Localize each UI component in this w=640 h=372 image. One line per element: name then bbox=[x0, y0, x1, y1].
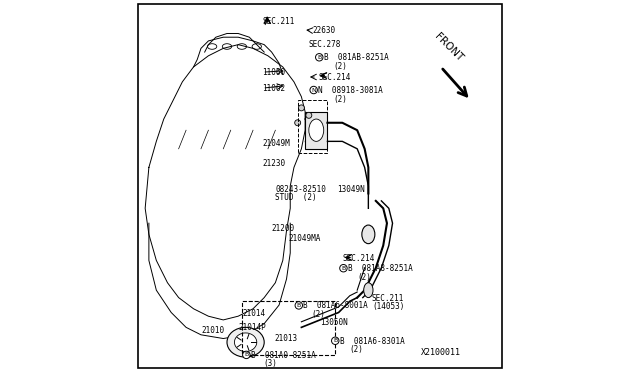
Circle shape bbox=[332, 337, 339, 344]
Text: 21014P: 21014P bbox=[238, 323, 266, 332]
Bar bbox=[298, 100, 328, 153]
Bar bbox=[242, 301, 335, 355]
Text: 21010: 21010 bbox=[202, 326, 225, 335]
Text: 21014: 21014 bbox=[243, 309, 266, 318]
Text: 21049M: 21049M bbox=[262, 140, 290, 148]
Text: 11062: 11062 bbox=[262, 84, 285, 93]
Text: (2): (2) bbox=[357, 273, 371, 282]
Text: B: B bbox=[341, 266, 346, 271]
Text: (2): (2) bbox=[333, 95, 347, 104]
Text: B: B bbox=[297, 303, 301, 308]
Text: B  081AB-8251A: B 081AB-8251A bbox=[324, 53, 388, 62]
Text: SEC.214: SEC.214 bbox=[342, 254, 374, 263]
Text: B: B bbox=[333, 338, 337, 343]
Ellipse shape bbox=[309, 119, 324, 141]
Text: B: B bbox=[244, 352, 248, 357]
Text: SEC.211: SEC.211 bbox=[262, 17, 294, 26]
Circle shape bbox=[306, 112, 312, 118]
Text: B: B bbox=[317, 55, 321, 60]
Text: 11060: 11060 bbox=[262, 68, 285, 77]
Circle shape bbox=[294, 120, 301, 126]
Text: (2): (2) bbox=[312, 310, 326, 319]
Text: 21200: 21200 bbox=[271, 224, 295, 233]
Text: SEC.278: SEC.278 bbox=[308, 40, 340, 49]
Text: B  081A6-8001A: B 081A6-8001A bbox=[303, 301, 368, 310]
Ellipse shape bbox=[234, 333, 257, 352]
Circle shape bbox=[310, 86, 317, 94]
Text: B  081A0-8251A: B 081A0-8251A bbox=[251, 351, 316, 360]
Text: (2): (2) bbox=[333, 62, 347, 71]
Text: B  081A6-8301A: B 081A6-8301A bbox=[340, 337, 404, 346]
Text: SEC.211: SEC.211 bbox=[371, 294, 404, 303]
Text: 21013: 21013 bbox=[275, 334, 298, 343]
Text: X2100011: X2100011 bbox=[421, 348, 461, 357]
Ellipse shape bbox=[364, 283, 373, 298]
Text: 22630: 22630 bbox=[312, 26, 336, 35]
Text: SEC.214: SEC.214 bbox=[318, 73, 351, 81]
Circle shape bbox=[295, 302, 303, 309]
Text: FRONT: FRONT bbox=[433, 31, 465, 63]
Circle shape bbox=[243, 351, 250, 359]
Text: N: N bbox=[311, 87, 316, 93]
Text: STUD  (2): STUD (2) bbox=[275, 193, 317, 202]
Bar bbox=[305, 112, 328, 149]
Text: (3): (3) bbox=[264, 359, 277, 368]
Text: (2): (2) bbox=[349, 345, 363, 354]
Circle shape bbox=[316, 54, 323, 61]
Text: 08243-82510: 08243-82510 bbox=[275, 185, 326, 194]
Circle shape bbox=[298, 105, 305, 111]
Circle shape bbox=[340, 264, 347, 272]
Ellipse shape bbox=[227, 327, 264, 357]
Text: 13050N: 13050N bbox=[320, 318, 348, 327]
Text: 13049N: 13049N bbox=[337, 185, 365, 194]
Text: B  081A8-8251A: B 081A8-8251A bbox=[348, 264, 413, 273]
Text: N  08918-3081A: N 08918-3081A bbox=[318, 86, 383, 95]
Text: (14053): (14053) bbox=[372, 302, 404, 311]
Text: 21230: 21230 bbox=[262, 159, 285, 168]
Text: 21049MA: 21049MA bbox=[289, 234, 321, 243]
Ellipse shape bbox=[362, 225, 375, 244]
